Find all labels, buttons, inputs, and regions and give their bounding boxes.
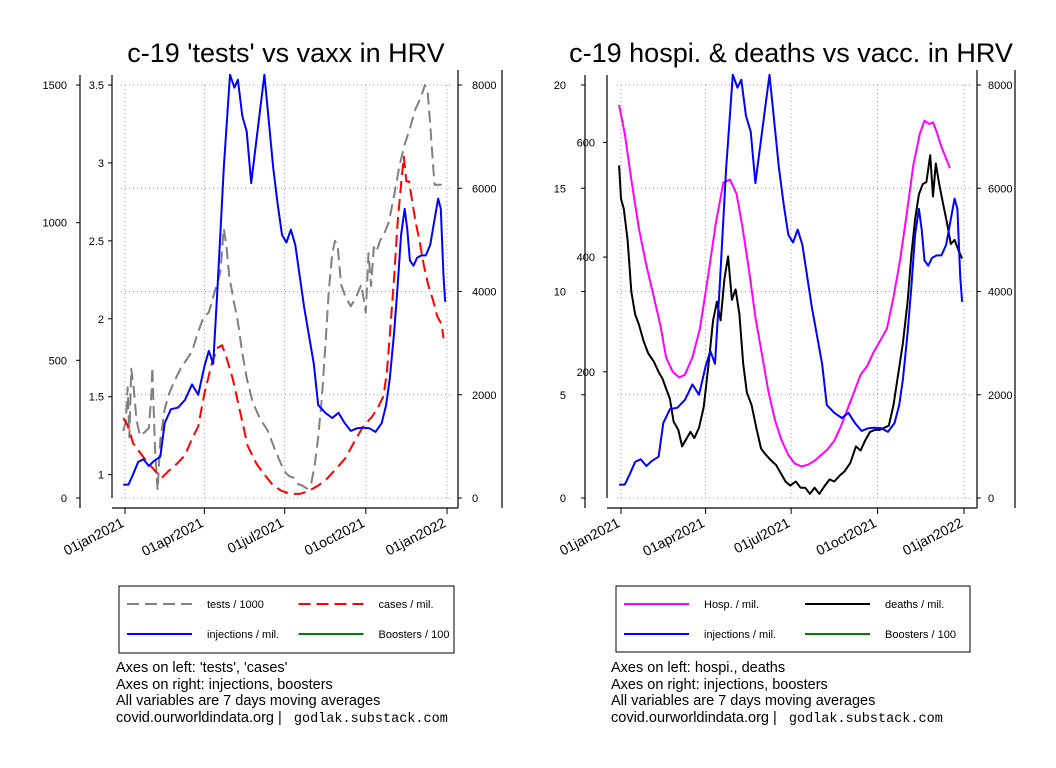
note-line: Axes on right: injections, boosters — [611, 676, 828, 693]
note-credit: godlak.substack.com — [788, 711, 943, 727]
chart-panel-hospi: c-19 hospi. & deaths vs vacc. in HRV 20 15… — [528, 0, 1056, 768]
y-tick-label: 500 — [49, 355, 67, 367]
legend-label: injections / mil. — [704, 629, 776, 641]
series-line — [618, 154, 964, 495]
note-line: Axes on left: hospi., deaths — [611, 660, 786, 676]
x-axis: 01jan2021 01apr2021 01jul2021 01oct2021 01ja… — [557, 507, 977, 559]
y-tick-label: 2000 — [988, 390, 1012, 402]
right-axis: 8000 6000 4000 2000 0 — [976, 70, 1016, 508]
y-tick-label: 0 — [61, 493, 67, 505]
legend-label: injections / mil. — [207, 629, 279, 641]
y-tick-label: 0 — [472, 493, 478, 505]
y-tick-label: 2000 — [472, 390, 496, 402]
x-tick-label: 01jan2021 — [557, 514, 623, 558]
series-line — [122, 155, 445, 495]
y-tick-label: 0 — [988, 493, 994, 505]
chart-panel-tests: c-19 'tests' vs vaxx in HRV 1500 1000 500 0 3… — [43, 38, 503, 728]
legend-label: Boosters / 100 — [379, 629, 450, 641]
y-tick-label: 5 — [560, 390, 566, 402]
y-tick-label: 8000 — [988, 80, 1012, 92]
y-tick-label: 2 — [98, 314, 104, 326]
note-credit: godlak.substack.com — [293, 711, 448, 727]
legend-box — [615, 585, 971, 653]
y-tick-label: 3 — [98, 158, 104, 170]
x-tick-label: 01oct2021 — [302, 514, 368, 558]
y-tick-label: 8000 — [472, 80, 496, 92]
left-axis-a: 1500 1000 500 0 — [43, 75, 81, 508]
y-tick-label: 1000 — [43, 218, 67, 230]
note-line: Axes on left: 'tests', 'cases' — [116, 660, 288, 676]
right-axis: 8000 6000 4000 2000 0 — [457, 70, 503, 508]
note-source: covid.ourworldindata.org | — [611, 709, 777, 726]
gridlines — [121, 84, 453, 499]
x-tick-label: 01oct2021 — [813, 514, 879, 558]
x-tick-label: 01apr2021 — [640, 514, 707, 559]
y-tick-label: 0 — [560, 493, 566, 505]
note-source: covid.ourworldindata.org | — [116, 709, 282, 726]
y-tick-label: 10 — [554, 287, 566, 299]
x-tick-label: 01jan2022 — [900, 514, 966, 558]
y-tick-label: 6000 — [472, 183, 496, 195]
y-tick-label: 20 — [554, 80, 566, 92]
series-line — [122, 84, 442, 492]
note-source-line: covid.ourworldindata.org | godlak.substa… — [116, 710, 448, 729]
x-tick-label: 01jan2022 — [383, 514, 449, 558]
legend-label: Boosters / 100 — [885, 629, 956, 641]
y-tick-label: 15 — [554, 183, 566, 195]
x-tick-label: 01jul2021 — [731, 514, 793, 556]
legend-label: deaths / mil. — [885, 599, 944, 611]
chart-tests-vs-vaxx: c-19 'tests' vs vaxx in HRV 1500 1000 500 0 3… — [43, 38, 503, 654]
chart-title: c-19 'tests' vs vaxx in HRV — [127, 38, 444, 68]
legend: Hosp. / mil. deaths / mil. injections / mi… — [615, 585, 971, 653]
series-line — [619, 73, 964, 486]
legend-box — [118, 585, 455, 654]
chart-notes: Axes on left: hospi., deaths Axes on rig… — [611, 660, 943, 728]
note-line: All variables are 7 days moving averages — [611, 693, 876, 709]
x-tick-label: 01jan2021 — [61, 514, 127, 558]
x-tick-label: 01jul2021 — [225, 514, 287, 556]
note-source-line: covid.ourworldindata.org | godlak.substa… — [611, 710, 943, 729]
y-tick-label: 200 — [577, 367, 595, 379]
x-axis: 01jan2021 01apr2021 01jul2021 01oct2021 01ja… — [61, 507, 458, 559]
y-tick-label: 2.5 — [89, 236, 104, 248]
y-tick-label: 400 — [577, 252, 595, 264]
left-axis-a: 20 15 10 5 0 — [554, 75, 586, 508]
y-tick-label: 6000 — [988, 183, 1012, 195]
legend: tests / 1000 cases / mil. injections / mil… — [118, 585, 455, 654]
chart-notes: Axes on left: 'tests', 'cases' Axes on r… — [116, 660, 448, 728]
legend-label: cases / mil. — [379, 599, 434, 611]
y-tick-label: 1 — [98, 470, 104, 482]
x-tick-label: 01apr2021 — [139, 514, 206, 559]
left-axis-b: 600 400 200 — [577, 75, 608, 498]
y-tick-label: 1.5 — [89, 392, 104, 404]
series-line — [618, 104, 951, 468]
y-tick-label: 4000 — [988, 287, 1012, 299]
legend-label: tests / 1000 — [207, 599, 264, 611]
legend-label: Hosp. / mil. — [704, 599, 759, 611]
y-tick-label: 3.5 — [89, 80, 104, 92]
chart-title: c-19 hospi. & deaths vs vacc. in HRV — [569, 38, 1013, 68]
y-tick-label: 600 — [577, 137, 595, 149]
note-line: All variables are 7 days moving averages — [116, 693, 381, 709]
series-line — [123, 73, 447, 486]
left-axis-b: 3.5 3 2.5 2 1.5 1 — [89, 75, 113, 498]
y-tick-label: 4000 — [472, 287, 496, 299]
y-tick-label: 1500 — [43, 80, 67, 92]
note-line: Axes on right: injections, boosters — [116, 676, 333, 693]
